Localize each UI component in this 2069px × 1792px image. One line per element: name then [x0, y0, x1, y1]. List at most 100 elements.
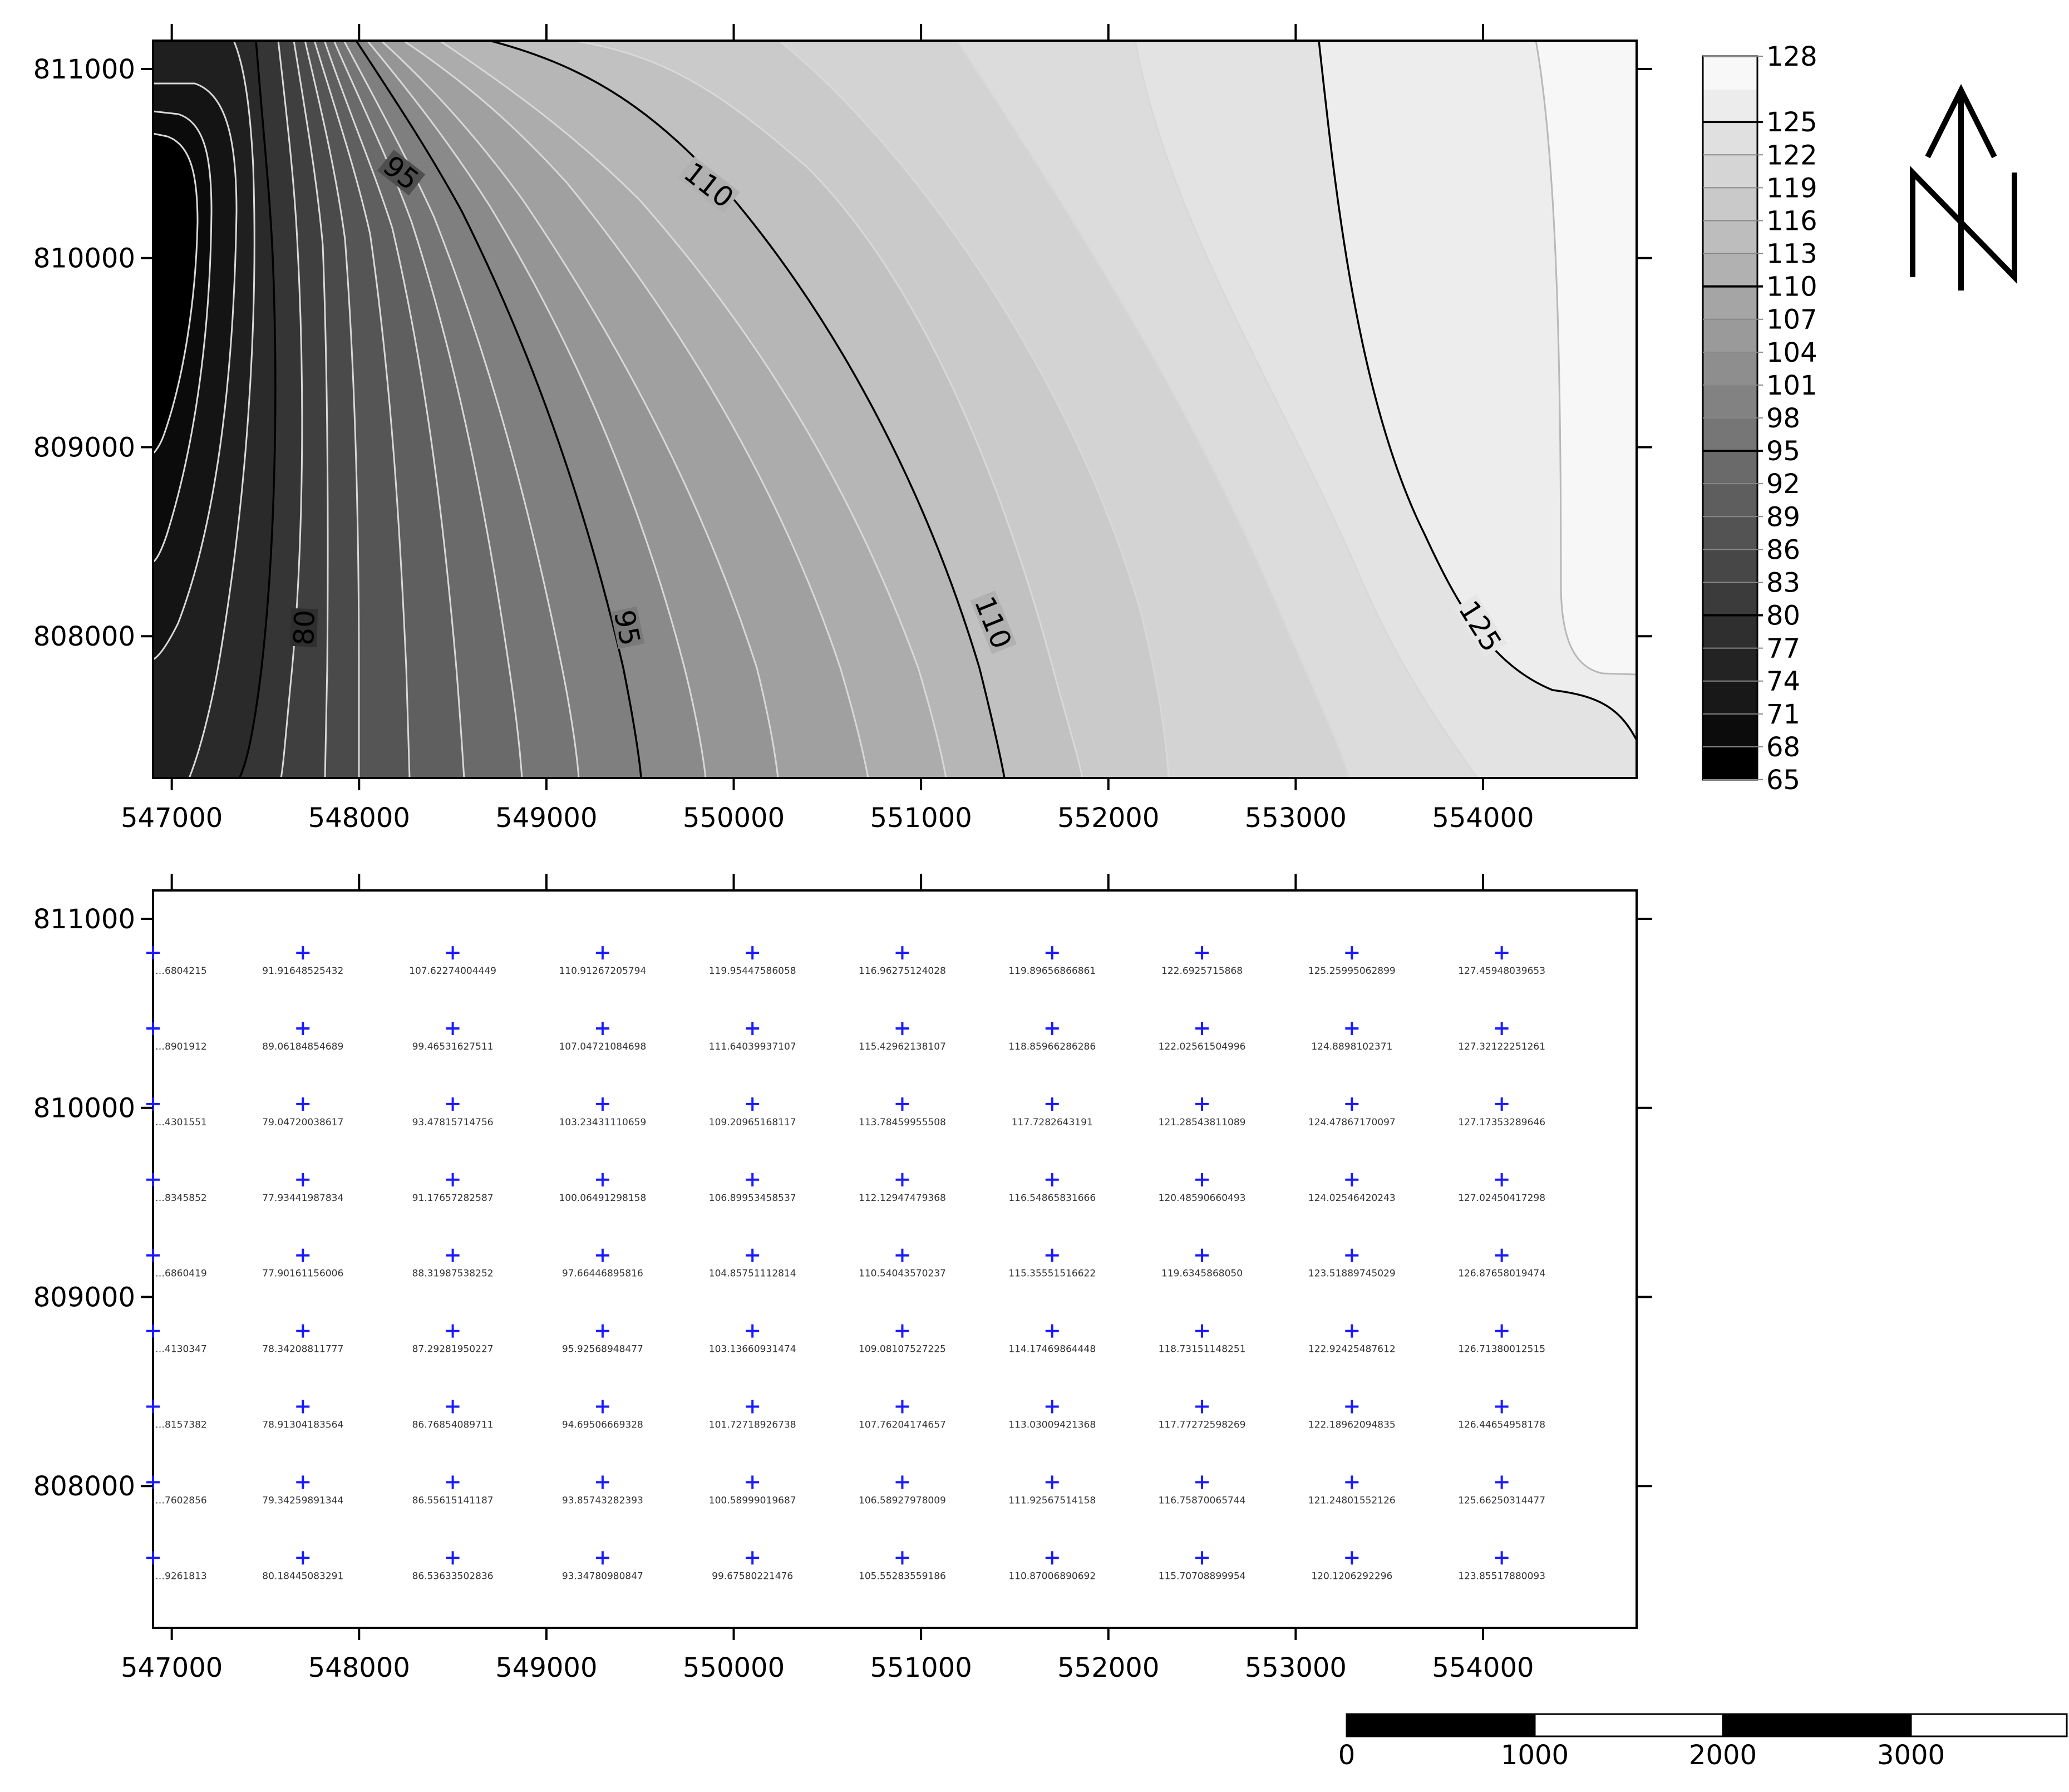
colorbar-swatch: [1703, 352, 1757, 386]
contour-line: [403, 41, 869, 778]
sample-marker: [595, 1097, 609, 1111]
sample-value-label: 127.02450417298: [1458, 1193, 1545, 1204]
x-tick-label: 549000: [495, 803, 597, 834]
sample-marker: [296, 1400, 310, 1414]
sample-value-label: 99.46531627511: [412, 1041, 494, 1052]
sample-value-label: 86.76854089711: [412, 1420, 494, 1431]
sample-marker: [595, 1551, 609, 1565]
colorbar-swatch: [1703, 549, 1757, 583]
contour-line: [153, 132, 199, 455]
colorbar-label: 80: [1766, 600, 1800, 632]
sample-value-label: 116.96275124028: [859, 966, 946, 977]
sample-value-label: 124.8898102371: [1311, 1041, 1392, 1052]
sample-marker: [1345, 1248, 1359, 1262]
contour-line: [333, 41, 523, 778]
x-tick-label: 551000: [870, 1652, 972, 1683]
sample-marker: [746, 1248, 760, 1262]
contour-line: [153, 82, 238, 661]
sample-marker: [1045, 1324, 1059, 1338]
y-tick-label: 808000: [33, 621, 135, 652]
sample-marker: [595, 1324, 609, 1338]
colorbar-swatch: [1703, 56, 1757, 90]
colorbar-label: 125: [1766, 107, 1817, 138]
sample-value-label: 97.66446895816: [562, 1268, 643, 1279]
contour-line: [779, 41, 1170, 778]
contour-line: [277, 41, 303, 778]
contour-panel: 95 110 80 95 110: [33, 24, 1652, 834]
sample-value-label: 110.54043570237: [859, 1268, 946, 1279]
sample-value-label: …8901912: [155, 1041, 207, 1052]
colorbar-label: 89: [1766, 501, 1800, 533]
sample-value-label: 78.91304183564: [262, 1420, 343, 1431]
contour-band: [153, 134, 198, 454]
sample-marker: [446, 1022, 460, 1036]
sample-marker: [1495, 1097, 1509, 1111]
y-tick-label: 811000: [33, 904, 135, 935]
colorbar-label: 65: [1766, 765, 1800, 796]
sample-marker: [746, 1475, 760, 1489]
sample-value-label: 127.17353289646: [1458, 1117, 1545, 1128]
sample-marker: [1195, 1022, 1209, 1036]
contour-line: [439, 41, 947, 778]
sample-value-label: 89.06184854689: [262, 1041, 343, 1052]
sample-marker: [1345, 1551, 1359, 1565]
colorbar-label: 116: [1766, 205, 1817, 237]
sample-marker: [146, 1400, 160, 1414]
sample-value-label: 109.20965168117: [709, 1117, 796, 1128]
x-tick-label: 553000: [1245, 803, 1347, 834]
sample-value-label: 93.85743282393: [562, 1495, 643, 1506]
sample-value-label: 77.90161156006: [262, 1268, 343, 1279]
sample-marker: [1045, 1248, 1059, 1262]
sample-value-label: 101.72718926738: [709, 1420, 796, 1431]
colorbar-label: 110: [1766, 272, 1817, 303]
contour-line-110: [489, 41, 1006, 778]
x-tick-label: 551000: [870, 803, 972, 834]
sample-marker: [146, 1248, 160, 1262]
sample-marker: [446, 1475, 460, 1489]
sample-value-label: 118.85966286286: [1008, 1041, 1096, 1052]
contour-labels: 95 110 80 95 110: [288, 149, 1508, 658]
sample-value-label: 119.95447586058: [709, 966, 796, 977]
sample-marker: [1495, 1173, 1509, 1187]
sample-marker: [146, 1173, 160, 1187]
colorbar-swatch: [1703, 220, 1757, 254]
x-tick-label: 552000: [1057, 1652, 1159, 1683]
sample-marker: [296, 1551, 310, 1565]
sample-value-label: 126.44654958178: [1458, 1420, 1545, 1431]
scale-bar-label: 0: [1338, 1740, 1356, 1771]
sample-marker: [746, 1551, 760, 1565]
x-tick-label: 554000: [1432, 1652, 1534, 1683]
colorbar-swatch: [1703, 385, 1757, 419]
sample-marker: [296, 1248, 310, 1262]
colorbar-swatch: [1703, 451, 1757, 485]
colorbar-label: 74: [1766, 666, 1800, 697]
sample-marker: [895, 1022, 909, 1036]
sample-marker: [1195, 1097, 1209, 1111]
sample-marker: [1195, 1324, 1209, 1338]
sample-marker: [746, 1400, 760, 1414]
sample-value-label: 117.7282643191: [1012, 1117, 1093, 1128]
sample-marker: [146, 1022, 160, 1036]
sample-value-label: …8345852: [155, 1193, 207, 1204]
sample-value-label: …9261813: [155, 1571, 207, 1582]
sample-marker: [1345, 1097, 1359, 1111]
contour-line: [1134, 41, 1479, 778]
sample-value-label: 112.12947479368: [859, 1193, 946, 1204]
colorbar-swatch: [1703, 188, 1757, 221]
sample-marker: [146, 946, 160, 960]
sample-value-label: 88.31987538252: [412, 1268, 494, 1279]
contour-line: [313, 41, 411, 778]
sample-value-label: 79.04720038617: [262, 1117, 343, 1128]
sample-value-label: 113.03009421368: [1008, 1420, 1096, 1431]
sample-marker: [895, 1551, 909, 1565]
colorbar-label: 101: [1766, 370, 1817, 401]
y-axis: 811000 810000 809000 808000: [33, 904, 1652, 1502]
sample-marker: [1195, 946, 1209, 960]
sample-value-label: 117.77272598269: [1159, 1420, 1246, 1431]
sample-marker: [1495, 946, 1509, 960]
contour-lines-major: [238, 41, 1637, 778]
contour-line: [293, 41, 329, 778]
sample-marker: [895, 1173, 909, 1187]
colorbar-label: 83: [1766, 567, 1800, 598]
sample-marker: [595, 1475, 609, 1489]
